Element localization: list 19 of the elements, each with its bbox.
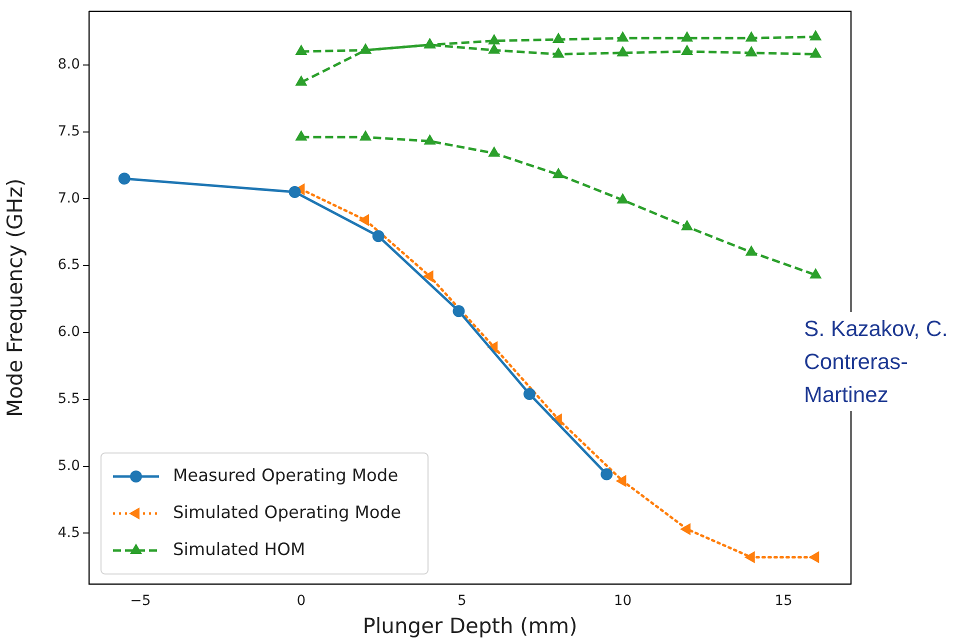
y-axis-title: Mode Frequency (GHz) bbox=[3, 178, 28, 417]
y-tick-label: 5.0 bbox=[58, 458, 80, 474]
y-tick-label: 7.5 bbox=[58, 123, 80, 140]
annotation: S. Kazakov, C. Contreras-Martinez bbox=[800, 312, 958, 411]
legend-label: Simulated Operating Mode bbox=[173, 502, 402, 523]
x-tick-label: 0 bbox=[296, 593, 306, 610]
y-tick-label: 8.0 bbox=[58, 56, 80, 73]
legend-label: Measured Operating Mode bbox=[173, 466, 398, 486]
x-axis-title: Plunger Depth (mm) bbox=[362, 614, 578, 638]
legend-label: Simulated HOM bbox=[173, 540, 306, 560]
x-tick-label: 15 bbox=[774, 593, 792, 610]
y-tick-label: 6.5 bbox=[58, 257, 80, 274]
x-tick-label: −5 bbox=[130, 593, 151, 610]
y-tick-label: 7.0 bbox=[58, 190, 80, 206]
y-tick-label: 4.5 bbox=[58, 524, 80, 541]
y-tick-label: 5.5 bbox=[58, 391, 80, 408]
y-tick-label: 6.0 bbox=[58, 324, 80, 340]
x-tick-label: 5 bbox=[458, 593, 466, 610]
x-tick-label: 10 bbox=[614, 593, 632, 610]
